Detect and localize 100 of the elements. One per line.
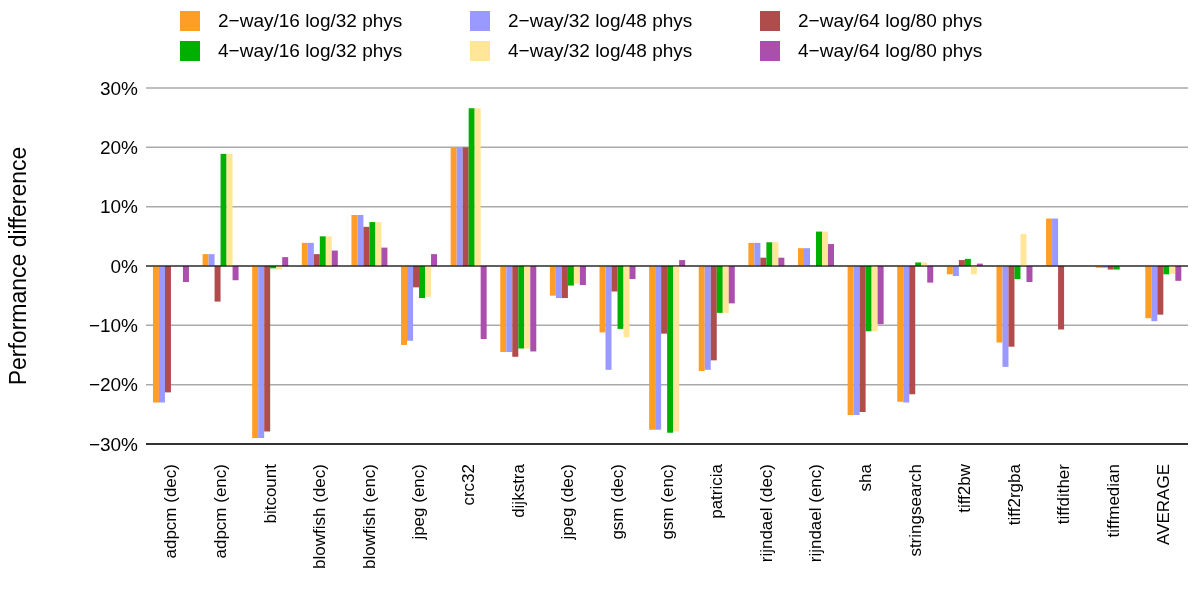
bar	[865, 266, 872, 332]
bar	[803, 248, 810, 266]
legend-label: 4−way/64 log/80 phys	[798, 40, 983, 62]
bar	[1151, 266, 1158, 322]
bar	[419, 266, 426, 299]
bar	[716, 266, 723, 313]
x-tick-label: tiff2bw	[955, 463, 975, 513]
bar	[567, 266, 574, 286]
bar	[728, 266, 735, 304]
bar	[1052, 218, 1059, 266]
x-tick-label: stringsearch	[905, 464, 925, 557]
x-tick-label: tiff2rgba	[1004, 463, 1024, 526]
bar	[307, 242, 314, 266]
bar	[512, 266, 519, 357]
bar	[661, 266, 668, 334]
bar	[629, 266, 636, 280]
x-tick-label: tiffdither	[1054, 463, 1074, 525]
bar	[605, 266, 612, 370]
bar	[301, 242, 308, 266]
bar	[673, 266, 680, 432]
x-tick-label: AVERAGE	[1153, 464, 1173, 545]
bar	[871, 266, 878, 332]
x-tick-label: bitcount	[260, 463, 280, 524]
bar	[375, 222, 382, 266]
bar	[518, 266, 525, 349]
x-tick-label: jpeg (enc)	[409, 464, 429, 541]
bar	[363, 226, 370, 266]
bar	[561, 266, 568, 299]
x-tick-label: blowfish (enc)	[359, 464, 379, 569]
bar	[797, 248, 804, 266]
bar	[853, 266, 860, 415]
x-tick-label: dijkstra	[508, 463, 528, 518]
bar	[524, 266, 531, 349]
bar	[655, 266, 662, 430]
bar	[369, 222, 376, 266]
bar	[1175, 266, 1182, 281]
x-tick-label: crc32	[459, 464, 479, 506]
bar	[480, 266, 487, 339]
bar	[456, 147, 463, 266]
bar	[573, 266, 580, 284]
bar	[164, 266, 171, 393]
x-tick-label: gsm (enc)	[657, 464, 677, 540]
bar	[182, 266, 189, 283]
bar	[425, 266, 432, 297]
bar	[827, 244, 834, 266]
x-tick-label: patricia	[707, 463, 727, 519]
x-tick-label: blowfish (dec)	[310, 464, 330, 569]
y-tick-label: −20%	[88, 374, 139, 396]
y-tick-label: −10%	[88, 315, 139, 337]
bar	[214, 266, 221, 302]
bar	[450, 147, 457, 266]
x-tick-label: rijndael (enc)	[806, 464, 826, 563]
bar	[220, 153, 227, 266]
bar	[766, 242, 773, 266]
legend-label: 4−way/32 log/48 phys	[508, 40, 693, 62]
bar	[1026, 266, 1033, 283]
bar	[325, 236, 332, 266]
bar	[331, 250, 338, 266]
bar	[500, 266, 507, 353]
x-tick-label: adpcm (dec)	[161, 464, 181, 559]
bar	[319, 236, 326, 266]
bar	[1058, 266, 1065, 330]
bar	[549, 266, 556, 296]
legend-label: 2−way/32 log/48 phys	[508, 10, 693, 32]
x-tick-label: adpcm (enc)	[210, 464, 230, 559]
bar	[381, 247, 388, 266]
y-tick-label: 0%	[110, 255, 139, 277]
bar	[897, 266, 904, 402]
bar	[821, 231, 828, 266]
bar	[754, 242, 761, 266]
bar	[555, 266, 562, 299]
bar	[152, 266, 159, 403]
bar	[202, 254, 209, 266]
bar	[649, 266, 656, 430]
bar	[722, 266, 729, 313]
bar	[704, 266, 711, 370]
bar	[226, 153, 233, 266]
bar	[530, 266, 537, 352]
bar	[847, 266, 854, 415]
bar	[506, 266, 513, 353]
bar	[1014, 266, 1021, 280]
bar	[579, 266, 586, 285]
bar	[1046, 218, 1053, 266]
y-tick-label: 30%	[99, 77, 139, 99]
bar	[667, 266, 674, 433]
legend-label: 4−way/16 log/32 phys	[218, 40, 403, 62]
bar	[698, 266, 705, 372]
bar	[748, 242, 755, 266]
x-tick-label: sha	[855, 463, 875, 492]
bar	[772, 242, 779, 266]
bar	[1157, 266, 1164, 315]
y-tick-label: 20%	[99, 137, 139, 159]
bar	[859, 266, 866, 412]
bar	[1020, 233, 1027, 266]
bar	[611, 266, 618, 292]
x-tick-label: tiffmedian	[1104, 464, 1124, 538]
bar	[599, 266, 606, 333]
bar	[710, 266, 717, 361]
legend-label: 2−way/16 log/32 phys	[218, 10, 403, 32]
y-axis-title: Performance difference	[5, 146, 32, 386]
